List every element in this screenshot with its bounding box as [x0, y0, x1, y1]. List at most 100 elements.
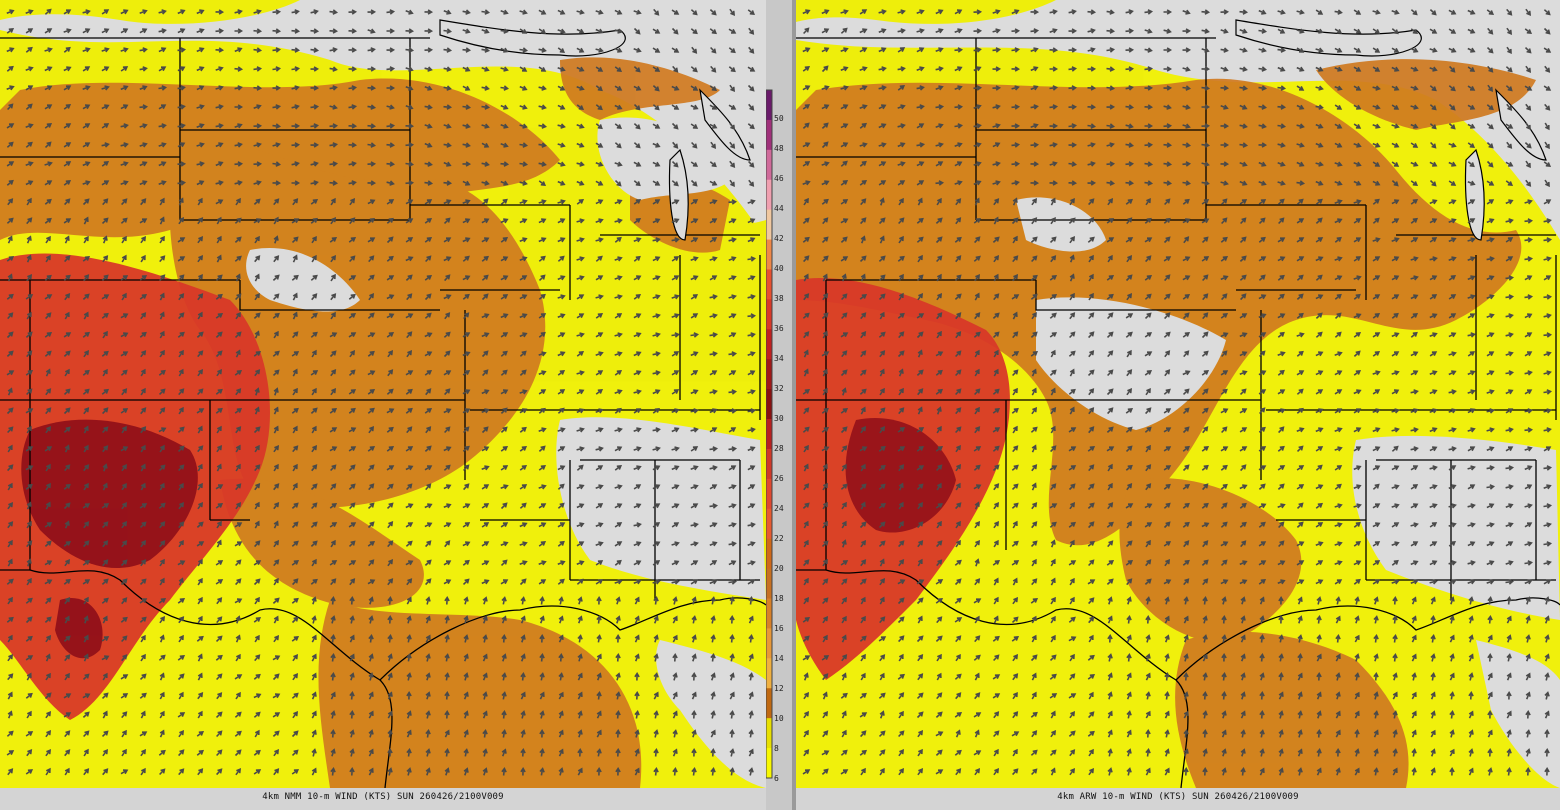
wind-arrow	[595, 85, 603, 92]
wind-arrow	[424, 274, 433, 281]
wind-arrow	[1372, 237, 1381, 243]
wind-arrow	[519, 541, 528, 547]
wind-arrow	[955, 407, 962, 415]
wind-arrow	[993, 198, 1000, 206]
wind-arrow	[1258, 274, 1266, 281]
wind-arrow	[1201, 256, 1210, 262]
wind-arrow	[803, 349, 809, 358]
wind-arrow	[368, 633, 374, 643]
wind-arrow	[728, 256, 737, 262]
wind-arrow	[1429, 28, 1438, 34]
wind-arrow	[954, 673, 962, 680]
wind-arrow	[974, 406, 980, 415]
wind-arrow	[803, 273, 809, 282]
wind-arrow	[1297, 596, 1303, 605]
wind-arrow	[272, 274, 280, 281]
wind-arrow	[425, 255, 432, 263]
wind-arrow	[1087, 123, 1097, 129]
wind-arrow	[44, 47, 53, 53]
wind-arrow	[1334, 218, 1343, 224]
wind-arrow	[1429, 9, 1437, 16]
wind-arrow	[1392, 729, 1398, 738]
wind-arrow	[197, 217, 204, 225]
wind-arrow	[63, 540, 72, 547]
wind-arrow	[101, 274, 109, 281]
wind-arrow	[1486, 275, 1495, 281]
wind-arrow	[1543, 370, 1552, 376]
wind-arrow	[367, 47, 376, 53]
wind-arrow	[462, 275, 471, 281]
wind-arrow	[178, 312, 185, 320]
wind-arrow	[576, 161, 585, 167]
wind-arrow	[954, 711, 963, 718]
wind-arrow	[633, 255, 641, 262]
wind-arrow	[822, 520, 828, 529]
wind-arrow	[405, 370, 414, 376]
wind-arrow	[273, 444, 280, 453]
wind-arrow	[1125, 161, 1135, 167]
wind-arrow	[1505, 484, 1514, 490]
wind-arrow	[1050, 425, 1056, 434]
wind-arrow	[500, 579, 509, 585]
wind-arrow	[1544, 710, 1550, 719]
wind-arrow	[748, 141, 755, 149]
wind-arrow	[234, 28, 244, 34]
wind-arrow	[803, 539, 809, 548]
wind-arrow	[83, 464, 90, 472]
wind-arrow	[1239, 180, 1248, 186]
wind-arrow	[1334, 408, 1343, 414]
wind-arrow	[292, 292, 298, 301]
wind-arrow	[1031, 387, 1037, 396]
wind-arrow	[859, 293, 868, 300]
wind-arrow	[652, 199, 661, 205]
wind-arrow	[215, 711, 223, 718]
wind-arrow	[1297, 652, 1303, 662]
wind-arrow	[481, 274, 489, 281]
wind-arrow	[1505, 199, 1514, 205]
wind-arrow	[26, 273, 33, 282]
wind-arrow	[1164, 350, 1171, 358]
wind-arrow	[1372, 28, 1381, 34]
wind-arrow	[1543, 408, 1552, 414]
wind-arrow	[64, 654, 71, 662]
wind-arrow	[1296, 274, 1304, 281]
wind-arrow	[1315, 351, 1324, 357]
wind-arrow	[576, 578, 584, 585]
wind-arrow	[538, 293, 546, 300]
wind-arrow	[1524, 560, 1534, 566]
wind-arrow	[576, 464, 584, 471]
wind-arrow	[1163, 236, 1171, 244]
wind-arrow	[291, 218, 300, 224]
wind-arrow	[859, 122, 868, 129]
wind-arrow	[821, 236, 829, 243]
wind-arrow	[1544, 634, 1550, 643]
wind-arrow	[1125, 407, 1134, 414]
wind-arrow	[1012, 197, 1018, 206]
wind-arrow	[64, 235, 70, 244]
wind-arrow	[101, 180, 110, 186]
wind-arrow	[482, 615, 488, 624]
wind-arrow	[690, 85, 699, 91]
wind-arrow	[1259, 690, 1265, 700]
wind-arrow	[254, 520, 260, 529]
wind-arrow	[1410, 237, 1419, 243]
wind-arrow	[253, 350, 262, 357]
wind-arrow	[101, 503, 110, 509]
wind-arrow	[482, 767, 488, 776]
wind-arrow	[1354, 728, 1360, 738]
wind-arrow	[1544, 596, 1550, 605]
wind-arrow	[234, 331, 242, 338]
wind-arrow	[596, 614, 602, 624]
left-panel-caption: 4km NMM 10-m WIND (KTS) SUN 260426/2100V…	[0, 788, 766, 810]
wind-arrow	[197, 558, 203, 567]
wind-arrow	[139, 66, 148, 72]
wind-arrow	[898, 407, 905, 415]
wind-arrow	[954, 47, 964, 53]
wind-arrow	[26, 311, 32, 320]
wind-arrow	[329, 502, 338, 509]
wind-arrow	[330, 728, 336, 738]
wind-arrow	[821, 768, 829, 775]
wind-arrow	[1524, 446, 1533, 452]
wind-arrow	[140, 235, 147, 244]
wind-arrow	[1429, 503, 1438, 509]
